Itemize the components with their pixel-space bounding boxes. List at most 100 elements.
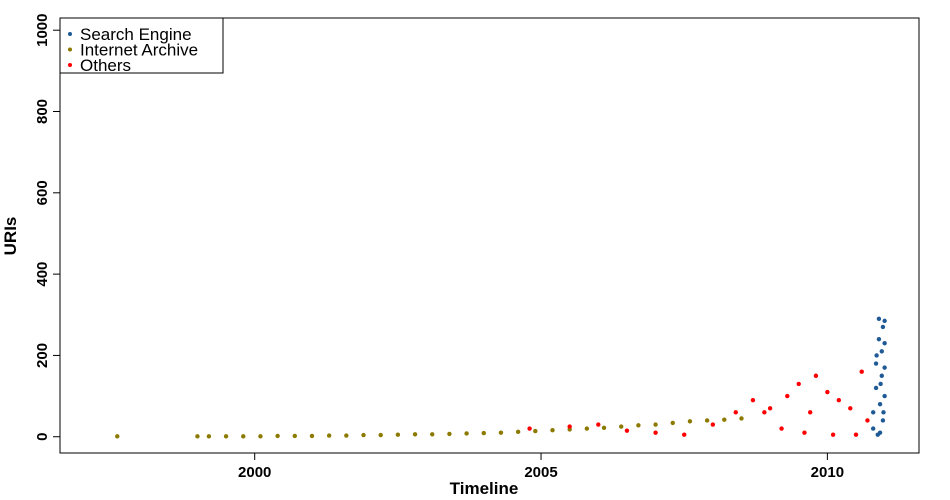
data-point-others — [682, 432, 687, 437]
x-tick-label: 2010 — [811, 464, 844, 481]
data-point-internet-archive — [412, 432, 418, 437]
data-point-internet-archive — [378, 432, 383, 438]
legend-marker-internet-archive — [68, 47, 72, 52]
data-point-others — [859, 369, 864, 374]
data-point-others — [785, 393, 790, 399]
plot-frame — [59, 17, 920, 454]
data-point-internet-archive — [309, 433, 315, 439]
legend-label-search-engine: Search Engine — [80, 25, 192, 44]
data-point-others — [865, 418, 870, 423]
data-point-search-engine — [876, 316, 882, 322]
data-point-search-engine — [880, 418, 886, 423]
y-tick-label: 0 — [34, 433, 51, 441]
data-point-others — [767, 406, 773, 411]
y-tick-label: 800 — [34, 99, 51, 124]
data-point-others — [624, 428, 630, 433]
data-point-internet-archive — [687, 419, 693, 424]
x-axis: 2000 2005 2010 — [238, 453, 844, 481]
y-axis-label: URIs — [1, 217, 20, 256]
legend-label-others: Others — [80, 56, 131, 75]
data-point-internet-archive — [481, 430, 486, 436]
data-point-internet-archive — [601, 425, 607, 430]
data-point-internet-archive — [430, 432, 435, 437]
data-point-search-engine — [879, 373, 884, 378]
data-point-search-engine — [879, 349, 884, 354]
x-tick-label: 2000 — [238, 464, 271, 481]
data-point-search-engine — [874, 353, 879, 358]
data-point-search-engine — [870, 410, 876, 415]
data-point-others — [807, 410, 813, 415]
data-point-internet-archive — [447, 431, 452, 437]
data-point-search-engine — [880, 324, 886, 330]
data-point-internet-archive — [584, 426, 590, 431]
data-point-internet-archive — [258, 434, 263, 439]
data-point-search-engine — [875, 432, 880, 437]
data-point-internet-archive — [195, 434, 200, 439]
data-point-internet-archive — [223, 434, 229, 439]
data-point-others — [596, 422, 601, 427]
data-point-internet-archive — [636, 423, 641, 428]
data-point-others — [802, 430, 807, 435]
data-point-search-engine — [882, 341, 887, 346]
data-point-others — [710, 422, 716, 427]
y-tick-label: 200 — [34, 343, 51, 368]
data-point-others — [825, 389, 830, 395]
data-point-internet-archive — [739, 416, 744, 421]
data-point-internet-archive — [515, 429, 521, 435]
data-point-others — [762, 410, 767, 415]
y-tick-label: 600 — [34, 180, 51, 205]
data-point-others — [733, 410, 738, 415]
data-point-search-engine — [882, 365, 887, 370]
data-point-internet-archive — [326, 433, 332, 438]
x-tick-label: 2005 — [524, 464, 557, 481]
data-point-others — [853, 432, 859, 437]
data-point-others — [796, 381, 801, 387]
data-point-internet-archive — [722, 417, 727, 422]
data-point-internet-archive — [395, 432, 401, 437]
y-tick-label: 1000 — [34, 14, 51, 47]
data-point-search-engine — [873, 361, 879, 366]
data-point-internet-archive — [275, 433, 280, 439]
legend-marker-search-engine — [68, 32, 72, 36]
y-axis: 0 200 400 600 800 1000 — [34, 14, 60, 441]
data-point-others — [750, 397, 756, 403]
data-point-internet-archive — [653, 422, 658, 427]
data-point-search-engine — [877, 402, 883, 407]
data-point-others — [653, 430, 658, 435]
data-point-search-engine — [876, 336, 882, 342]
data-point-search-engine — [878, 381, 883, 387]
x-axis-label: Timeline — [450, 479, 519, 498]
data-point-others — [779, 426, 784, 431]
data-point-search-engine — [882, 393, 887, 399]
data-point-internet-archive — [241, 434, 246, 439]
data-point-others — [567, 424, 572, 429]
legend-marker-others — [68, 63, 72, 67]
data-point-others — [830, 432, 836, 437]
data-point-internet-archive — [344, 433, 349, 438]
data-point-others — [813, 373, 819, 378]
data-point-internet-archive — [498, 430, 504, 435]
data-point-internet-archive — [619, 424, 624, 429]
legend-box — [59, 17, 224, 74]
data-point-others — [836, 397, 842, 403]
data-point-internet-archive — [670, 420, 675, 426]
data-point-others — [848, 406, 853, 411]
data-point-internet-archive — [115, 434, 120, 439]
data-points — [115, 316, 887, 439]
data-point-internet-archive — [550, 428, 555, 433]
data-point-search-engine — [873, 385, 879, 391]
data-point-internet-archive — [704, 418, 710, 423]
data-point-internet-archive — [533, 428, 538, 434]
data-point-internet-archive — [206, 434, 212, 439]
legend-label-internet-archive: Internet Archive — [80, 41, 198, 60]
data-point-internet-archive — [292, 433, 297, 439]
data-point-internet-archive — [361, 432, 366, 438]
data-point-others — [527, 426, 532, 431]
data-point-search-engine — [882, 318, 887, 324]
data-point-internet-archive — [464, 431, 469, 436]
y-tick-label: 400 — [34, 262, 51, 287]
data-point-search-engine — [881, 410, 886, 415]
